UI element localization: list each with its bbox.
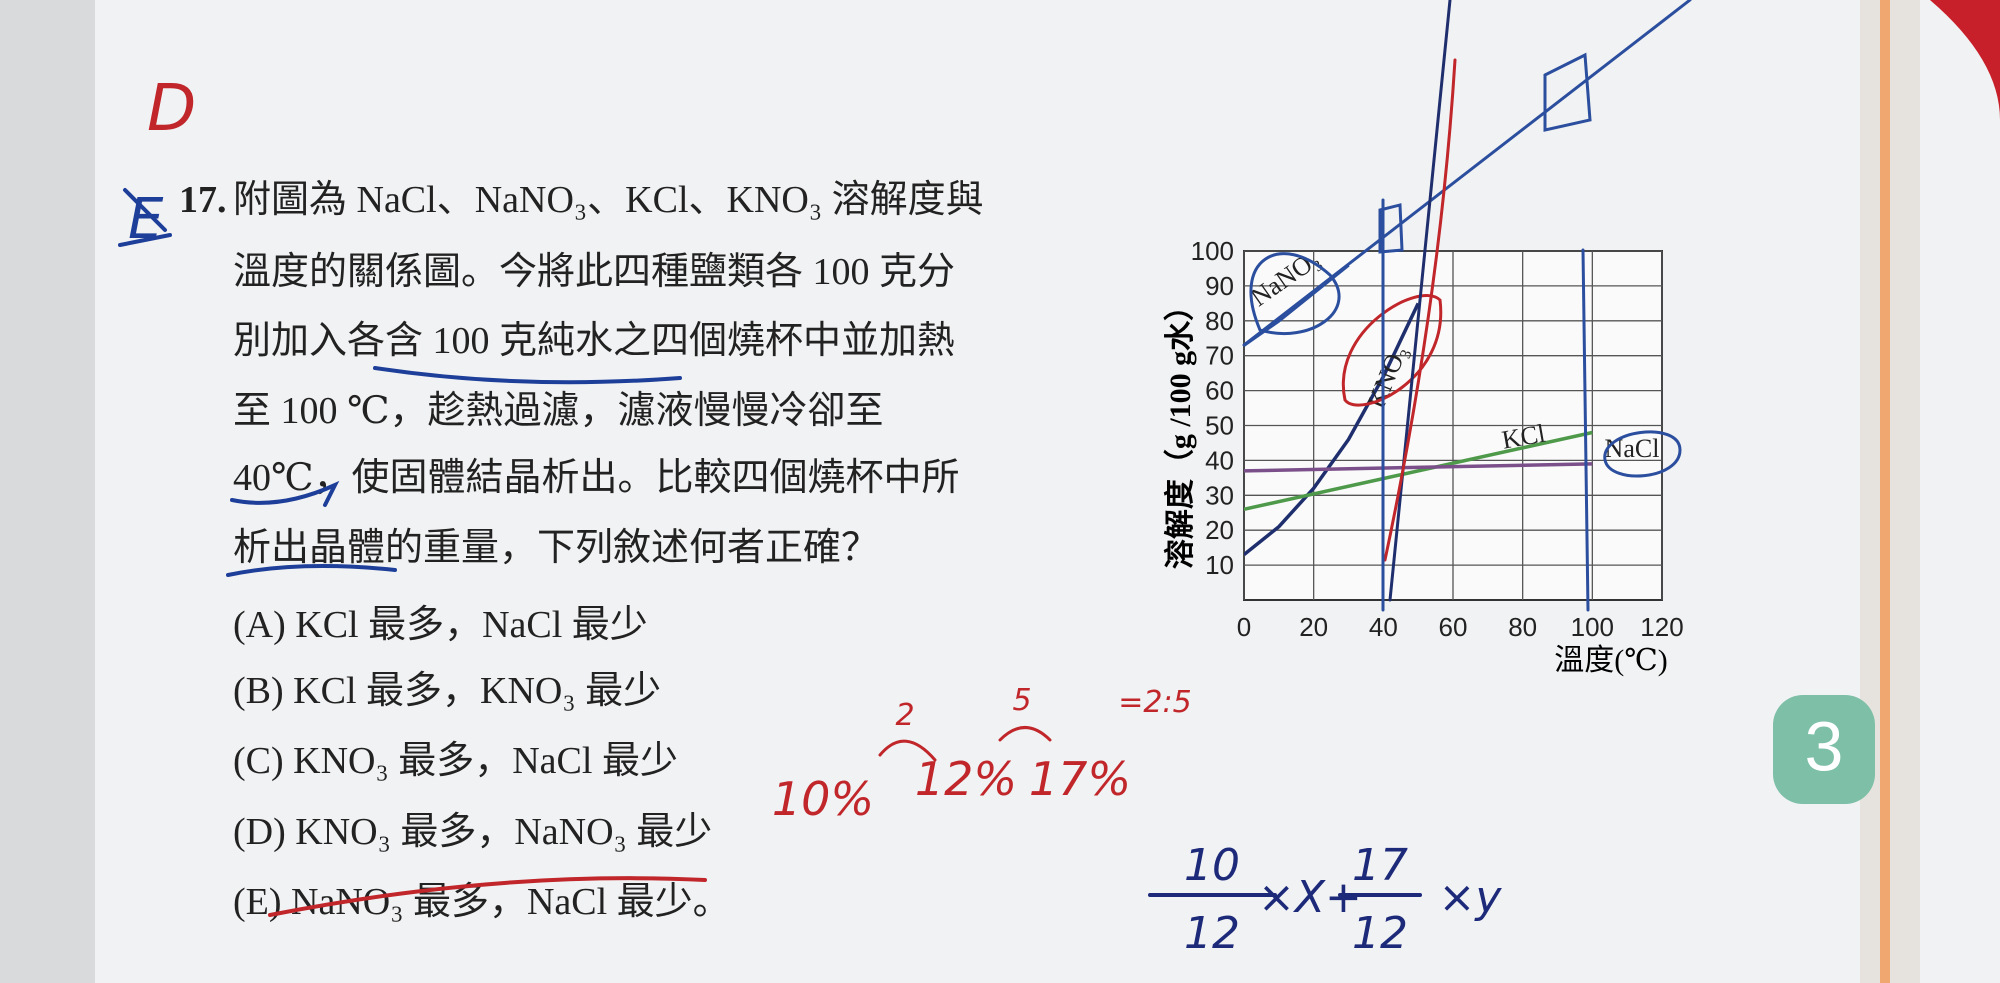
y-tick-label: 50	[1205, 411, 1234, 441]
question-line: 40℃，使固體結晶析出。比較四個燒杯中所	[233, 457, 960, 499]
question-line: 析出晶體的重量，下列敘述何者正確？	[233, 527, 879, 569]
y-tick-label: 30	[1205, 480, 1234, 510]
extension-line	[1383, 58, 1457, 562]
question-number: 17.	[179, 179, 227, 221]
red-object	[1930, 0, 2000, 120]
y-tick-label: 90	[1205, 271, 1234, 301]
x-tick-label: 0	[1237, 612, 1251, 642]
option: (D) KNO₃ 最多，NaNO₃ 最少	[233, 811, 712, 853]
underline	[373, 366, 682, 385]
arc	[878, 726, 1052, 762]
equation-part: 17	[1352, 840, 1408, 891]
marker-line	[1381, 198, 1590, 612]
percent-note: 17%	[1029, 752, 1131, 806]
y-axis-title: 溶解度（g /100 g水）	[1163, 291, 1197, 569]
question-line: 溫度的關係圖。今將此四種鹽類各 100 克分	[233, 251, 955, 293]
difference-note: 5	[1012, 683, 1031, 718]
curve	[1244, 302, 1420, 556]
percent-note: 10%	[772, 772, 874, 826]
x-tick-label: 100	[1571, 612, 1614, 642]
y-tick-label: 20	[1205, 515, 1234, 545]
option: (B) KCl 最多，KNO₃ 最少	[233, 670, 661, 712]
x-tick-label: 40	[1369, 612, 1398, 642]
y-tick-label: 10	[1205, 550, 1234, 580]
equation-part: ×X+	[1258, 872, 1362, 923]
equation-part: 10	[1184, 840, 1240, 891]
y-tick-label: 40	[1205, 445, 1234, 475]
chapter-number: 3	[1805, 707, 1844, 785]
options: (A) KCl 最多，NaCl 最少 (B) KCl 最多，KNO₃ 最少 (C) …	[233, 604, 731, 923]
difference-note: 2	[895, 698, 914, 733]
box-mark	[1378, 52, 1592, 254]
handwriting-strokes	[118, 0, 1692, 917]
x-tick-label: 120	[1640, 612, 1683, 642]
solubility-chart: 10 20 30 40 50 60 70 80 90 100 0 20 40 60 80 100 120 溶解度（…	[1163, 236, 1684, 677]
ratio-note: =2:5	[1118, 685, 1191, 720]
curve-label: NaCl	[1605, 434, 1660, 463]
strike	[268, 876, 707, 917]
underline	[230, 480, 340, 507]
option: (A) KCl 最多，NaCl 最少	[233, 604, 648, 646]
y-tick-label: 60	[1205, 376, 1234, 406]
circle	[1603, 430, 1682, 478]
margin-note: D	[147, 72, 196, 146]
option: (E) NaNO₃ 最多，NaCl 最少。	[233, 881, 731, 923]
curve	[1244, 462, 1593, 473]
equation-part: 12	[1184, 908, 1240, 959]
chapter-tab	[1773, 695, 1875, 804]
y-tick-label: 80	[1205, 306, 1234, 336]
question-line: 至 100 ℃，趁熱過濾，濾液慢慢冷卻至	[233, 390, 884, 432]
extension-line	[1242, 0, 1692, 347]
strike	[118, 188, 172, 247]
question-line: 別加入各含 100 克純水之四個燒杯中並加熱	[233, 320, 955, 362]
percent-note: 12%	[915, 752, 1017, 806]
y-tick-label: 100	[1191, 236, 1234, 266]
x-tick-label: 80	[1508, 612, 1537, 642]
question-line: 附圖為 NaCl、NaNO₃、KCl、KNO₃ 溶解度與	[233, 179, 984, 221]
x-tick-label: 20	[1299, 612, 1328, 642]
underline	[226, 564, 397, 577]
margin-note: E	[128, 187, 164, 252]
circle	[1341, 294, 1443, 407]
extension-line	[1388, 0, 1452, 602]
y-tick-label: 70	[1205, 341, 1234, 371]
left-page-edge	[0, 0, 95, 983]
x-axis-title: 溫度(℃)	[1554, 644, 1668, 677]
circle	[1249, 252, 1341, 336]
x-tick-label: 60	[1439, 612, 1468, 642]
question-text: 附圖為 NaCl、NaNO₃、KCl、KNO₃ 溶解度與溫度的關係圖。今將此四種…	[233, 179, 984, 569]
option: (C) KNO₃ 最多，NaCl 最少	[233, 740, 678, 782]
equation-part: ×y	[1439, 872, 1503, 923]
curve	[1244, 430, 1593, 511]
page-strip	[1880, 0, 1890, 983]
equation-part: 12	[1352, 908, 1408, 959]
